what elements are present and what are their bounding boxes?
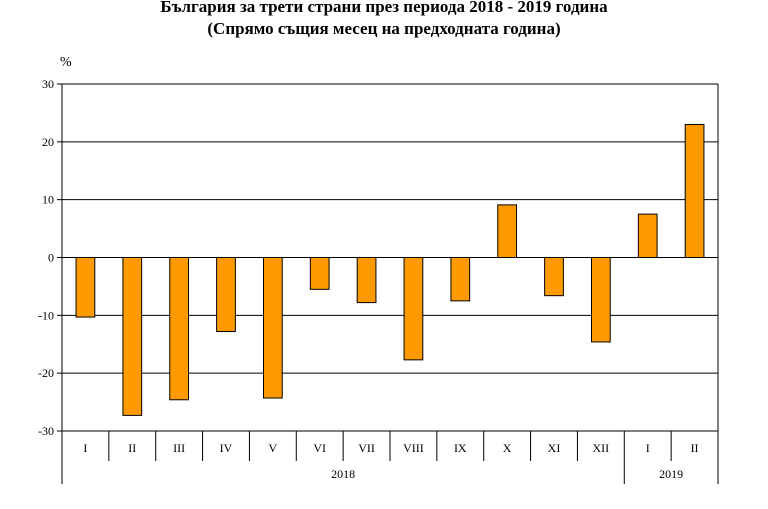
category-label: II [691, 441, 699, 455]
bar [403, 257, 424, 361]
axes [57, 83, 719, 484]
category-label: I [83, 441, 87, 455]
category-label: V [269, 441, 278, 455]
year-label: 2018 [331, 467, 355, 481]
chart-subtitle: (Спрямо същия месец на предходната годин… [207, 19, 561, 38]
bar [356, 257, 377, 304]
bar [637, 213, 658, 258]
bar [544, 257, 564, 297]
category-label: XII [593, 441, 610, 455]
category-label: VIII [403, 441, 424, 455]
category-label: I [646, 441, 650, 455]
y-tick-label: -20 [38, 366, 54, 380]
bar [75, 257, 96, 318]
y-tick-label: -10 [38, 308, 54, 322]
bar [450, 257, 471, 302]
bar [497, 204, 518, 259]
bar [122, 257, 143, 416]
category-label: XI [548, 441, 561, 455]
y-tick-label: 20 [42, 135, 54, 149]
bar [169, 257, 190, 401]
category-label: III [173, 441, 185, 455]
bars [75, 123, 705, 416]
y-unit-label: % [60, 55, 72, 70]
bar [216, 257, 236, 333]
bar [262, 257, 283, 399]
category-label: X [503, 441, 512, 455]
bar [309, 257, 330, 290]
category-label: IX [454, 441, 467, 455]
category-label: VII [358, 441, 375, 455]
y-tick-label: 30 [42, 77, 54, 91]
category-label: IV [220, 441, 233, 455]
chart-title: България за трети страни през периода 20… [160, 0, 608, 16]
y-tick-label: -30 [38, 424, 54, 438]
category-label: II [128, 441, 136, 455]
year-label: 2019 [659, 467, 683, 481]
bar [590, 257, 611, 343]
y-tick-label: 10 [42, 193, 54, 207]
y-tick-label: 0 [48, 251, 54, 265]
category-label: VI [313, 441, 326, 455]
bar [684, 123, 705, 258]
